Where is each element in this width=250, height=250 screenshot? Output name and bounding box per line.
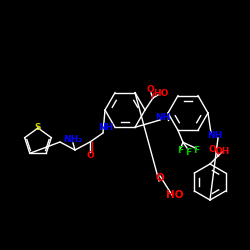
Text: O: O [86,150,94,160]
Text: NH: NH [208,130,223,140]
Text: NH: NH [98,124,114,132]
Text: S: S [35,124,41,132]
Text: O: O [146,86,154,94]
Text: F: F [185,148,191,157]
Text: F: F [177,146,183,155]
Text: NH: NH [156,112,170,122]
Text: HO: HO [153,90,169,98]
Text: NH₂: NH₂ [64,136,82,144]
Text: HO: HO [166,190,184,200]
Text: O: O [208,146,216,154]
Text: O: O [156,173,164,183]
Text: F: F [193,146,199,155]
Text: OH: OH [214,146,230,156]
